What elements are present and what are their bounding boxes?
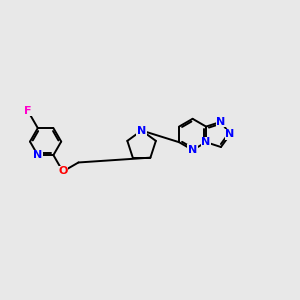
Text: N: N — [202, 137, 211, 147]
Text: N: N — [33, 150, 42, 160]
Text: F: F — [24, 106, 32, 116]
Text: N: N — [137, 125, 146, 136]
Text: N: N — [226, 129, 235, 140]
Text: N: N — [188, 145, 197, 155]
Text: N: N — [216, 117, 226, 127]
Text: O: O — [58, 167, 68, 176]
